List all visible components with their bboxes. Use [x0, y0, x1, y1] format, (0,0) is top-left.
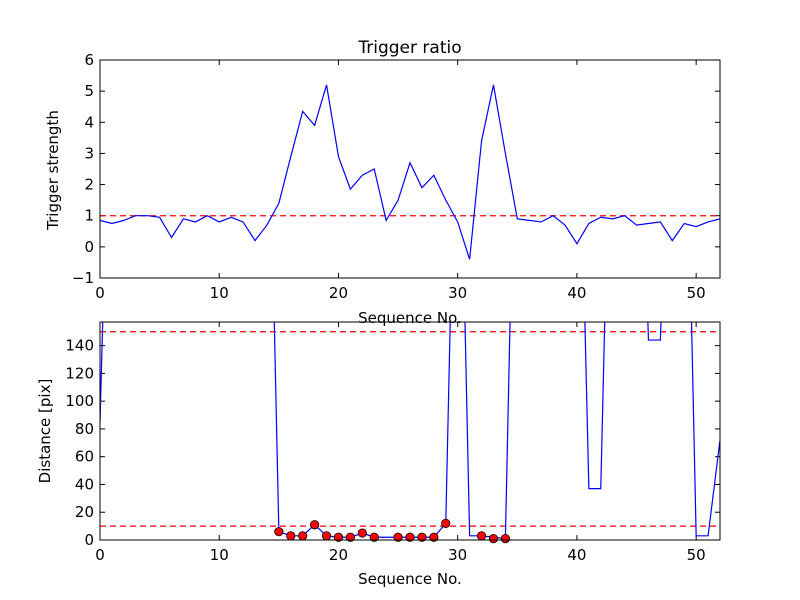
data-point-marker — [405, 532, 415, 542]
clipped-marks — [100, 322, 720, 540]
x-tick-label: 50 — [687, 546, 706, 564]
y-axis-label: Trigger strength — [44, 110, 62, 231]
data-point-marker — [310, 520, 320, 530]
distance-chart: Sequence No. Distance [pix] 0 10 20 30 40 500… — [36, 321, 721, 588]
plot-area — [99, 59, 721, 279]
y-tick-label: 0 — [84, 238, 94, 256]
x-tick-label: 30 — [448, 284, 467, 302]
y-tick-label: −1 — [72, 269, 94, 287]
x-tick-label: 0 — [95, 284, 105, 302]
y-tick-label: 20 — [75, 503, 94, 521]
x-tick-label: 30 — [448, 546, 467, 564]
y-tick-label: 100 — [65, 392, 94, 410]
data-point-marker — [369, 532, 379, 542]
x-tick-label: 40 — [567, 546, 586, 564]
x-tick-label: 40 — [567, 284, 586, 302]
y-tick-label: 2 — [84, 176, 94, 194]
y-tick-label: 60 — [75, 448, 94, 466]
x-tick-label: 50 — [687, 284, 706, 302]
y-tick-label: 1 — [84, 207, 94, 225]
data-point-marker — [357, 528, 367, 538]
x-tick-label: 10 — [210, 284, 229, 302]
data-point-marker — [429, 532, 439, 542]
plot-area — [99, 321, 721, 544]
y-tick-label: 4 — [84, 113, 94, 131]
x-tick-label: 0 — [95, 546, 105, 564]
chart-title: Trigger ratio — [357, 38, 461, 58]
data-point-marker — [417, 532, 427, 542]
x-axis-label: Sequence No. — [358, 570, 462, 588]
y-tick-label: 120 — [65, 364, 94, 382]
data-point-marker — [298, 531, 308, 541]
data-point-marker — [393, 532, 403, 542]
x-tick-label: 20 — [329, 546, 348, 564]
series-line-0 — [100, 322, 720, 540]
clipped-marks — [100, 84, 720, 260]
y-tick-label: 140 — [65, 337, 94, 355]
tick-group: 0 10 20 30 40 50 0 20 40 60 80 100 120 140 — [65, 322, 720, 564]
y-tick-label: 5 — [84, 82, 94, 100]
y-axis-label: Distance [pix] — [36, 379, 54, 484]
axes-frame — [99, 321, 721, 541]
series-line-0 — [100, 84, 720, 260]
trigger-ratio-chart: Trigger ratio Sequence No. Trigger stren… — [44, 38, 721, 327]
x-tick-label: 10 — [210, 546, 229, 564]
data-point-marker — [286, 531, 296, 541]
data-point-marker — [500, 534, 510, 544]
data-point-marker — [274, 527, 284, 537]
axes-frame — [99, 59, 721, 279]
data-point-marker — [321, 531, 332, 541]
x-axis-label: Sequence No. — [358, 309, 462, 327]
y-tick-label: 6 — [84, 51, 94, 69]
y-tick-label: 40 — [75, 475, 94, 493]
data-point-marker — [488, 534, 499, 544]
data-point-marker — [441, 518, 451, 528]
data-point-marker — [476, 531, 487, 541]
data-point-marker — [333, 532, 344, 542]
y-tick-label: 80 — [75, 420, 94, 438]
y-tick-label: 3 — [84, 144, 94, 162]
data-point-marker — [345, 532, 355, 542]
x-tick-label: 20 — [329, 284, 348, 302]
y-tick-label: 0 — [84, 531, 94, 549]
